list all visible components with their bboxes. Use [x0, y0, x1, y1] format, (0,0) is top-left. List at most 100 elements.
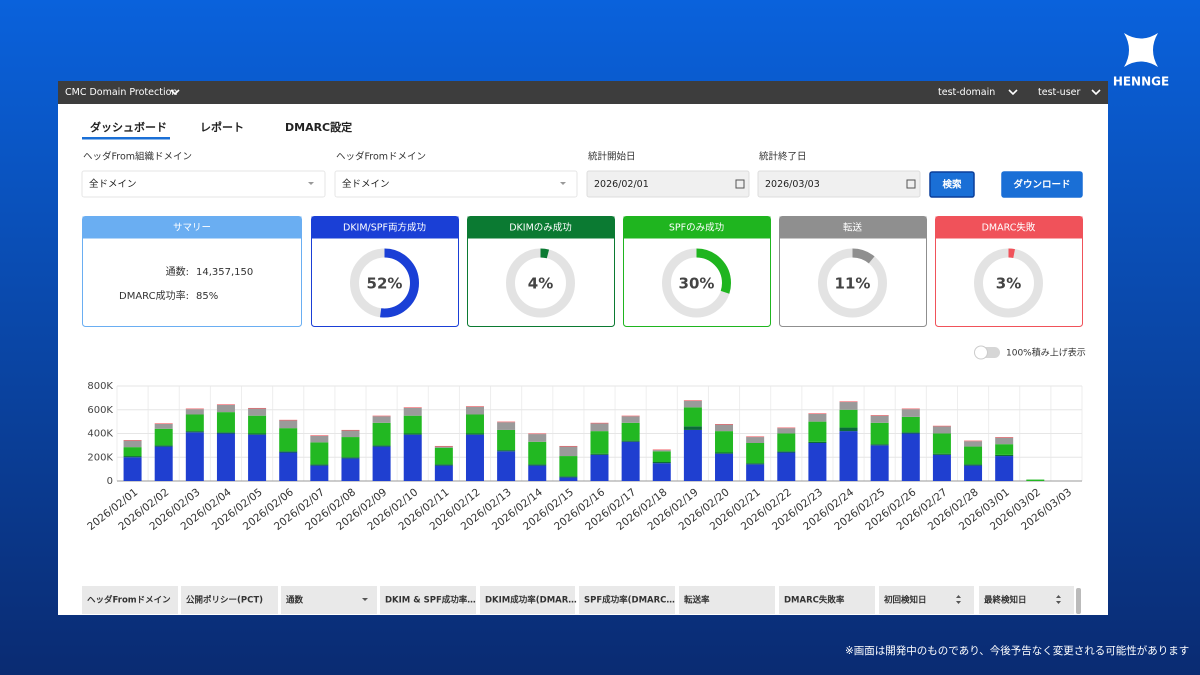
bar-segment — [497, 421, 516, 423]
table-header-cell[interactable] — [879, 586, 974, 614]
summary-header — [82, 216, 302, 239]
bar-segment — [123, 457, 142, 481]
bar-segment — [995, 444, 1014, 455]
bar-segment — [279, 428, 298, 452]
app-name: CMC Domain Protection — [65, 87, 177, 98]
bar-segment — [1026, 479, 1045, 481]
bar-segment — [123, 440, 142, 448]
table-header-cell[interactable] — [779, 586, 875, 614]
sort-icon — [362, 598, 368, 601]
nav-tab[interactable]: DMARC設定 — [285, 120, 352, 134]
dropdown-arrow — [308, 182, 314, 185]
bar-segment — [123, 447, 142, 457]
bar-segment — [216, 432, 235, 434]
bar-segment — [839, 431, 858, 481]
filter-label: 統計終了日 — [759, 151, 807, 163]
bar-segment — [746, 463, 765, 465]
bar-segment — [901, 433, 920, 481]
kpi-value: 30% — [679, 275, 715, 293]
bar-segment — [559, 446, 578, 457]
bar-segment — [746, 443, 765, 464]
date-input[interactable] — [757, 170, 921, 198]
bar-segment — [590, 454, 609, 481]
bar-segment — [964, 440, 983, 442]
bar-segment — [870, 415, 889, 423]
table-header-cell[interactable] — [82, 586, 178, 614]
bar-segment — [372, 422, 391, 446]
button[interactable] — [1001, 171, 1083, 198]
select-input[interactable] — [334, 170, 578, 198]
bar-segment — [310, 435, 329, 443]
filter-value: 2026/02/01 — [594, 179, 649, 190]
button-label: ダウンロード — [1013, 179, 1070, 191]
table-header-cell[interactable] — [380, 586, 476, 614]
bar-segment — [528, 464, 547, 466]
kpi-title: DMARC失敗 — [982, 222, 1036, 234]
kpi-header — [311, 216, 459, 239]
filter-value: 2026/03/03 — [765, 179, 820, 190]
bar-segment — [901, 432, 920, 434]
select-input[interactable] — [81, 170, 326, 198]
bar-segment — [964, 464, 983, 466]
app-window — [58, 81, 1108, 615]
bar-segment — [808, 421, 827, 442]
table-header-label: DMARC失敗率 — [784, 595, 845, 606]
table-header-cell[interactable] — [281, 586, 377, 614]
bar-segment — [995, 454, 1014, 457]
calendar-icon — [735, 179, 745, 189]
bar-segment — [901, 409, 920, 417]
table-header-label: ヘッダFromドメイン — [87, 595, 171, 606]
table-header-cell[interactable] — [579, 586, 675, 614]
bar-segment — [248, 415, 267, 434]
bar-segment — [995, 437, 1014, 445]
button[interactable] — [929, 171, 975, 198]
y-tick-label: 200K — [87, 452, 113, 463]
bar-segment — [341, 430, 360, 438]
date-input[interactable] — [586, 170, 750, 198]
summary-value: 85% — [196, 291, 218, 302]
y-tick-label: 600K — [87, 405, 113, 416]
nav-tab[interactable]: レポート — [200, 120, 244, 134]
donut-arc — [350, 248, 419, 318]
kpi-value: 11% — [835, 275, 871, 293]
bar-segment — [403, 434, 422, 481]
donut-arc — [818, 248, 887, 318]
summary-title: サマリー — [173, 223, 211, 234]
filter-label: ヘッダFromドメイン — [336, 151, 426, 163]
bar-segment — [372, 416, 391, 423]
kpi-header — [623, 216, 771, 239]
bar-segment — [528, 434, 547, 442]
filter-value: 全ドメイン — [89, 178, 137, 190]
kpi-value: 52% — [367, 275, 403, 293]
bar-segment — [185, 414, 204, 432]
bar-segment — [372, 446, 391, 481]
bar-segment — [279, 420, 298, 429]
kpi-title: DKIM/SPF両方成功 — [343, 222, 426, 234]
bar-segment — [932, 426, 951, 434]
kpi-header — [935, 216, 1083, 239]
bar-segment — [777, 427, 796, 429]
bar-segment — [497, 429, 516, 451]
y-tick-label: 800K — [87, 381, 113, 392]
bar-segment — [310, 442, 329, 465]
domain-menu: test-domain — [938, 87, 995, 98]
chevron-icon — [1008, 89, 1018, 96]
table-header-cell[interactable] — [181, 586, 278, 614]
summary-value: 14,357,150 — [196, 267, 253, 278]
footnote: ※画面は開発中のものであり、今後予告なく変更される可能性があります — [845, 644, 1189, 657]
bar-segment — [341, 457, 360, 459]
bar-segment — [839, 427, 858, 432]
bar-segment — [621, 416, 640, 423]
button-label: 検索 — [942, 179, 962, 191]
donut-arc — [662, 248, 731, 318]
bar-segment — [839, 402, 858, 410]
bar-segment — [964, 446, 983, 465]
table-header-cell[interactable] — [679, 586, 775, 614]
table-header-cell[interactable] — [480, 586, 575, 614]
bar-segment — [434, 465, 453, 481]
bar-segment — [715, 431, 734, 453]
bar-segment — [621, 422, 640, 441]
table-header-cell[interactable] — [979, 586, 1074, 614]
nav-tab[interactable]: ダッシュボード — [90, 120, 167, 134]
bar-segment — [403, 415, 422, 434]
